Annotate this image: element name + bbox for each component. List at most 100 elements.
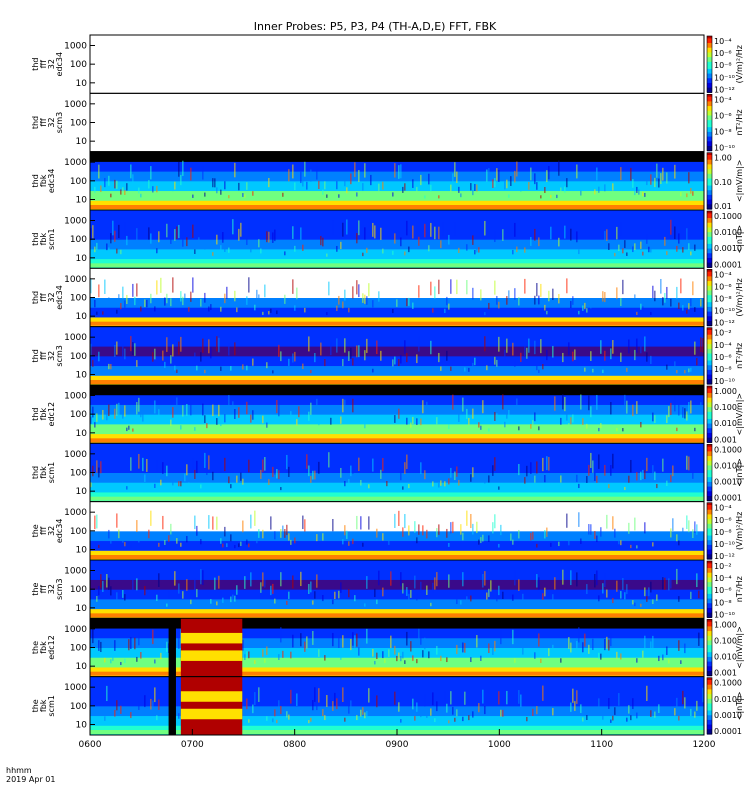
colorbar-unit: <|nT|> [735,458,744,487]
colorbar-tick-label: 10⁻¹² [714,319,735,328]
colorbar-tick-label: 10⁻¹⁰ [714,377,735,386]
x-tick-label: 0700 [181,740,204,750]
colorbar-tick-label: 0.0010 [714,244,742,253]
colorbar-segment [707,78,712,82]
colorbar-segment [707,75,712,79]
colorbar-segment [707,451,712,455]
spectrogram-band [90,151,704,162]
colorbar-segment [707,38,712,42]
colorbar-segment [707,682,712,686]
colorbar-segment [707,40,712,44]
colorbar-segment [707,689,712,693]
colorbar-segment [707,285,712,289]
colorbar-segment [707,731,712,735]
colorbar-tick-label: 0.1000 [714,445,742,454]
colorbar-segment [707,591,712,595]
spectrogram-band [90,239,704,250]
panel-ylabel: scm1 [47,462,56,483]
colorbar-segment [707,621,712,625]
panel-ylabel: fbk [39,466,48,479]
colorbar-segment [707,334,712,338]
colorbar-segment [707,316,712,320]
spectrogram-low-band [90,380,704,384]
colorbar-segment [707,631,712,635]
y-tick-label: 1000 [64,683,87,693]
colorbar-tick-label: 10⁻¹² [714,552,735,561]
colorbar-tick-label: 0.10 [714,178,732,187]
colorbar-segment [707,96,712,100]
colorbar-segment [707,327,712,331]
spectrogram-band [90,210,704,221]
spectrogram-texture [90,336,704,374]
colorbar-segment [707,708,712,712]
y-tick-label: 100 [70,527,87,537]
colorbar-segment [707,593,712,597]
colorbar-segment [707,470,712,474]
colorbar-segment [707,544,712,548]
colorbar-segment [707,73,712,77]
colorbar-segment [707,397,712,401]
colorbar-segment [707,152,712,156]
spectrogram-band [90,161,704,172]
panel-ylabel: edc12 [47,635,56,660]
colorbar-segment [707,663,712,667]
colorbar-tick-label: 0.001 [714,435,737,444]
colorbar-segment [707,414,712,418]
panel-ylabel: edc12 [47,402,56,427]
colorbar-segment [707,283,712,287]
colorbar-segment [707,652,712,656]
x-tick-label: 0800 [283,740,306,750]
spectrogram-band [90,696,704,707]
colorbar-tick-label: 0.010 [714,419,737,428]
panel-ylabel: scm1 [47,695,56,716]
colorbar-segment [707,87,712,91]
colorbar-tick-label: 10⁻⁸ [714,295,732,304]
colorbar-segment [707,215,712,219]
colorbar-tick-label: 10⁻⁸ [714,61,732,70]
spectrogram-texture [96,568,700,607]
colorbar-segment [707,647,712,651]
colorbar-segment [707,213,712,217]
y-tick-label: 1000 [64,333,87,343]
colorbar-segment [707,684,712,688]
panel-ylabel: edc34 [47,169,56,194]
colorbar-segment [707,297,712,301]
colorbar-segment [707,369,712,373]
colorbar-segment [707,523,712,527]
colorbar-tick-label: 10⁻⁴ [714,574,732,583]
spectrogram-band [90,423,704,435]
colorbar-segment [707,556,712,560]
spectrogram-band [90,628,704,639]
colorbar-segment [707,120,712,124]
colorbar-segment [707,68,712,72]
y-tick-label: 100 [70,119,87,129]
colorbar-segment [707,537,712,541]
colorbar-segment [707,542,712,546]
spectrogram-band [90,287,704,298]
y-tick-label: 1000 [64,217,87,227]
colorbar-segment [707,432,712,436]
colorbar-segment [707,439,712,443]
spectrogram-low-band [90,263,704,268]
colorbar-unit: <|mV/m|> [735,393,744,436]
colorbar-segment [707,710,712,714]
colorbar-segment [707,551,712,555]
colorbar-tick-label: 10⁻⁶ [714,111,732,120]
colorbar-segment [707,507,712,511]
spectrogram-band [90,657,704,668]
spectrogram-band [90,686,704,697]
saturation-stripe [180,708,243,720]
panel-ylabel: scm3 [55,112,64,133]
colorbar-segment [707,276,712,280]
colorbar-tick-label: 10⁻⁸ [714,365,732,374]
y-tick-label: 100 [70,294,87,304]
spectrogram-band [90,598,704,610]
panel-ylabel: fff [39,118,48,127]
panel-ylabel: scm3 [55,578,64,599]
colorbar-segment [707,64,712,68]
colorbar-segment [707,129,712,133]
colorbar-frame [706,677,713,735]
colorbar-segment [707,584,712,588]
colorbar-segment [707,115,712,119]
colorbar-segment [707,668,712,672]
